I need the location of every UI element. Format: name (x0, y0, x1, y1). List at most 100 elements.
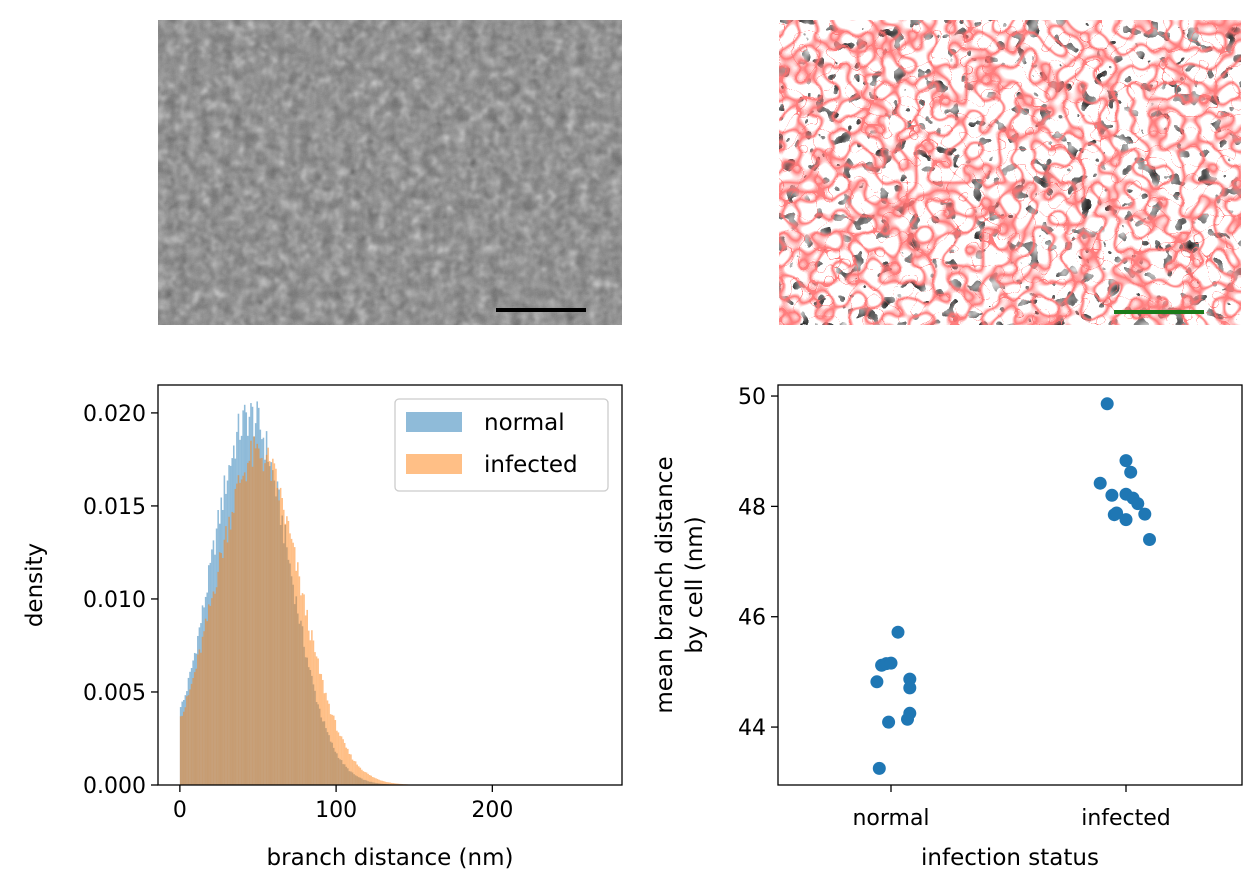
histogram-bar-infected (306, 609, 308, 785)
histogram-y-tick-label: 0.000 (83, 774, 146, 799)
histogram-bar-infected (229, 529, 232, 785)
histogram-bar-infected (261, 457, 263, 785)
legend-swatch-normal (406, 412, 462, 432)
histogram-bar-infected (209, 605, 212, 785)
histogram-bar-infected (203, 631, 205, 785)
histogram-bar-infected (264, 463, 266, 785)
histogram-bar-infected (197, 654, 199, 785)
histogram-y-tick-label: 0.010 (83, 588, 146, 613)
histogram-bar-infected (292, 542, 294, 785)
histogram-bar-infected (276, 487, 279, 785)
histogram-bar-infected (234, 488, 237, 785)
histogram-bar-infected (351, 759, 354, 785)
histogram-legend: normal infected (394, 398, 609, 492)
histogram-bar-infected (192, 678, 194, 785)
histogram-bar-infected (190, 683, 193, 785)
histogram-bar-infected (336, 730, 338, 785)
histogram-bar-infected (240, 479, 243, 785)
histogram-bar-infected (372, 777, 374, 785)
histogram-bar-infected (334, 720, 337, 785)
histogram-bar-infected (309, 640, 312, 785)
histogram-bar-infected (218, 552, 221, 785)
histogram-bar-infected (322, 679, 324, 785)
scatter-point-normal (882, 715, 896, 729)
histogram-bar-infected (187, 695, 190, 785)
scatter-point-infected (1138, 507, 1152, 521)
histogram-bar-infected (220, 553, 223, 785)
histogram-bar-infected (251, 466, 254, 785)
histogram-bar-infected (361, 769, 363, 785)
histogram-bar-infected (184, 707, 187, 785)
histogram-bar-infected (314, 652, 316, 785)
sem-image-grain (158, 20, 622, 325)
histogram-bar-infected (362, 771, 365, 785)
histogram-bar-infected (320, 674, 323, 785)
histogram-bar-infected (323, 693, 326, 785)
histogram-bar-infected (286, 516, 288, 785)
histogram-bar-infected (273, 463, 276, 785)
histogram-x-axis-label: branch distance (nm) (267, 845, 514, 871)
histogram-bar-infected (315, 656, 318, 785)
histogram-bar-infected (339, 735, 341, 785)
histogram-y-ticks: 0.000 0.005 0.010 0.015 0.020 (83, 402, 158, 799)
histogram-bar-infected (381, 780, 383, 785)
histogram-bar-infected (345, 747, 348, 785)
histogram-bar-infected (228, 516, 230, 785)
scatter-x-tick-label: infected (1081, 806, 1171, 831)
histogram-bar-infected (357, 766, 360, 785)
histogram-bar-infected (183, 711, 185, 785)
histogram-bar-infected (297, 562, 299, 785)
histogram-bar-infected (307, 630, 310, 785)
histogram-bar-infected (379, 780, 382, 785)
scatter-point-infected (1110, 506, 1124, 520)
histogram-bar-infected (368, 775, 371, 785)
histogram-bar-infected (270, 480, 273, 785)
legend-label-normal: normal (484, 410, 565, 436)
histogram-bar-infected (236, 483, 238, 785)
histogram-panel: 0 100 200 0.000 0.005 0.010 0.015 0.020 branch… (22, 384, 623, 871)
histogram-bar-infected (267, 447, 269, 785)
histogram-y-axis-label: density (22, 543, 48, 627)
histogram-bar-infected (232, 512, 235, 785)
histogram-bar-infected (392, 783, 394, 785)
histogram-bar-infected (181, 715, 183, 785)
histogram-bar-infected (254, 448, 257, 785)
scatter-x-axis-label: infection status (921, 845, 1099, 871)
histogram-bar-infected (298, 576, 301, 785)
histogram-bar-infected (325, 692, 327, 785)
histogram-bar-infected (389, 782, 391, 785)
legend-swatch-infected (406, 454, 462, 474)
histogram-bar-infected (211, 598, 213, 785)
scatter-y-tick-label: 48 (738, 495, 766, 520)
histogram-bar-infected (206, 621, 208, 785)
histogram-bar-infected (189, 689, 191, 785)
scatter-x-tick-label: normal (852, 806, 929, 831)
scatter-y-tick-label: 50 (738, 385, 766, 410)
histogram-bar-infected (370, 775, 373, 785)
histogram-bar-infected (250, 440, 252, 785)
scatter-point-normal (872, 761, 886, 775)
histogram-bar-infected (293, 547, 296, 785)
scatter-y-axis-label-line2: by cell (nm) (682, 516, 708, 653)
legend-label-infected: infected (484, 452, 578, 478)
histogram-bar-infected (259, 458, 262, 785)
histogram-bar-infected (311, 630, 313, 785)
histogram-bar-infected (317, 658, 319, 785)
histogram-x-tick-label: 200 (471, 798, 513, 823)
histogram-bar-infected (300, 595, 302, 785)
histogram-bar-infected (359, 767, 362, 785)
histogram-bar-infected (350, 754, 352, 785)
histogram-bar-infected (282, 509, 285, 785)
histogram-bar-infected (390, 782, 393, 785)
histogram-bar-infected (212, 591, 215, 785)
histogram-bar-infected (295, 570, 298, 785)
scatter-point-normal (903, 681, 917, 695)
histogram-y-tick-label: 0.005 (83, 681, 146, 706)
histogram-bar-infected (354, 761, 357, 785)
histogram-bar-infected (301, 593, 304, 785)
scatter-x-ticks: normal infected (852, 785, 1171, 831)
histogram-axes-frame (157, 384, 623, 786)
scatter-point-infected (1124, 465, 1138, 479)
histogram-bar-infected (386, 782, 388, 785)
histogram-bar-infected (290, 538, 293, 785)
